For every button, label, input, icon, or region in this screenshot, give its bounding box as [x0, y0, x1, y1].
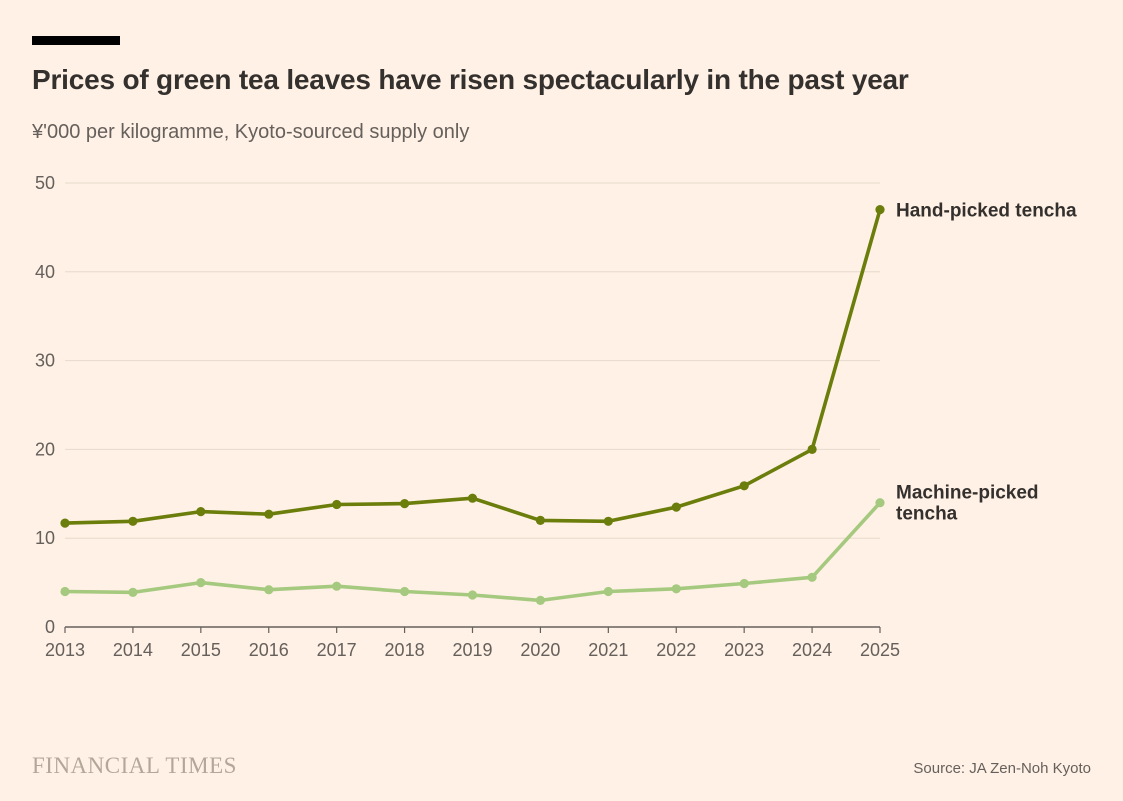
x-tick-label: 2019 — [452, 640, 492, 660]
x-tick-label: 2018 — [385, 640, 425, 660]
data-point-machine-picked-tencha — [60, 586, 70, 596]
data-point-machine-picked-tencha — [467, 589, 478, 600]
data-point-machine-picked-tencha — [603, 586, 613, 596]
data-point-hand-picked-tencha — [332, 499, 342, 509]
line-chart: 0 10 20 30 40 50 2013 2014 2015 2016 2017 2018 2019 2… — [32, 160, 1091, 677]
data-point-hand-picked-tencha — [875, 204, 885, 214]
data-point-hand-picked-tencha — [535, 515, 545, 525]
x-tick-label: 2025 — [860, 640, 900, 660]
x-tick-label: 2021 — [588, 640, 628, 660]
data-point-hand-picked-tencha — [739, 480, 749, 490]
y-tick-label: 0 — [45, 617, 55, 637]
chart-subtitle: ¥'000 per kilogramme, Kyoto-sourced supp… — [32, 120, 470, 143]
data-point-machine-picked-tencha — [875, 497, 885, 507]
data-point-machine-picked-tencha — [535, 595, 545, 605]
x-tick-label: 2013 — [45, 640, 85, 660]
x-tick-label: 2024 — [792, 640, 832, 660]
data-point-machine-picked-tencha — [264, 584, 274, 594]
y-tick-label: 20 — [35, 439, 55, 459]
data-point-machine-picked-tencha — [128, 587, 138, 597]
series-line-hand-picked-tencha — [63, 207, 882, 525]
data-point-machine-picked-tencha — [671, 583, 681, 593]
data-point-machine-picked-tencha — [807, 572, 817, 582]
y-tick-label: 10 — [35, 528, 55, 548]
data-point-machine-picked-tencha — [400, 586, 410, 596]
x-tick-label: 2020 — [520, 640, 560, 660]
data-point-hand-picked-tencha — [264, 509, 274, 519]
series-end-label-machine-picked-tencha: Machine-picked tencha — [896, 482, 1039, 524]
data-point-hand-picked-tencha — [467, 493, 478, 503]
x-tick-label: 2022 — [656, 640, 696, 660]
data-point-hand-picked-tencha — [671, 502, 681, 512]
series-end-label-hand-picked-tencha: Hand-picked tencha — [896, 200, 1077, 221]
data-point-machine-picked-tencha — [332, 581, 342, 591]
line-chart-canvas: 0 10 20 30 40 50 2013 2014 2015 2016 2017 2018 2019 2… — [35, 173, 1077, 660]
footer: FINANCIAL TIMES Source: JA Zen-Noh Kyoto — [32, 753, 1091, 779]
data-point-machine-picked-tencha — [739, 578, 749, 588]
x-tick-label: 2017 — [317, 640, 357, 660]
x-tick-label: 2015 — [181, 640, 221, 660]
data-point-hand-picked-tencha — [196, 506, 206, 516]
source-note: Source: JA Zen-Noh Kyoto — [913, 760, 1091, 777]
data-point-hand-picked-tencha — [400, 498, 410, 508]
x-tick-label: 2014 — [113, 640, 153, 660]
y-tick-label: 30 — [35, 350, 55, 370]
y-tick-label: 50 — [35, 173, 55, 193]
data-point-hand-picked-tencha — [807, 444, 817, 454]
data-point-hand-picked-tencha — [60, 518, 70, 528]
x-tick-label: 2023 — [724, 640, 764, 660]
accent-bar — [32, 36, 120, 45]
data-point-hand-picked-tencha — [128, 516, 138, 526]
data-point-hand-picked-tencha — [603, 516, 613, 526]
series-line-machine-picked-tencha — [63, 500, 882, 602]
y-tick-label: 40 — [35, 261, 55, 281]
x-tick-label: 2016 — [249, 640, 289, 660]
ft-logo: FINANCIAL TIMES — [32, 753, 237, 778]
chart-title: Prices of green tea leaves have risen sp… — [32, 64, 909, 95]
data-point-machine-picked-tencha — [196, 577, 206, 587]
